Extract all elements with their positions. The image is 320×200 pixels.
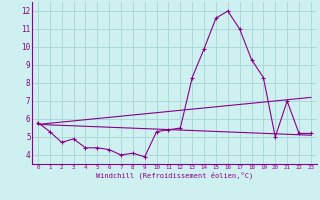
X-axis label: Windchill (Refroidissement éolien,°C): Windchill (Refroidissement éolien,°C)	[96, 172, 253, 179]
